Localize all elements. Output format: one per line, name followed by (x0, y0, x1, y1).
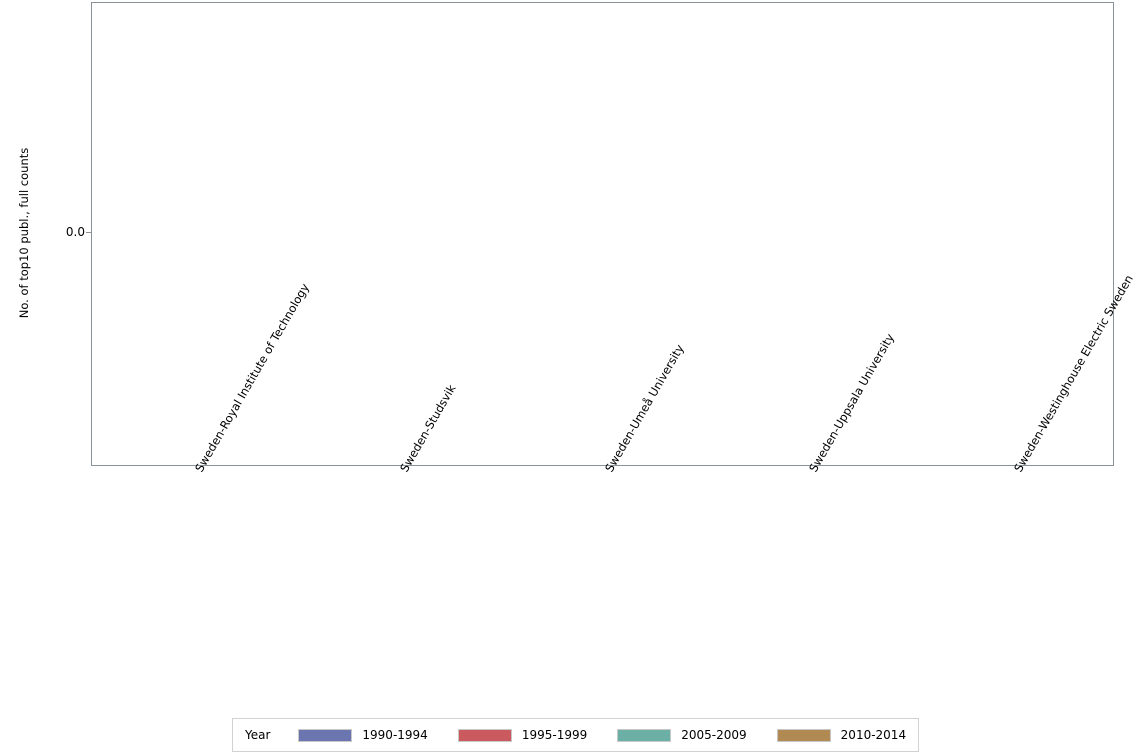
legend-entries: 1990-1994 1995-1999 2005-2009 2010-2014 (298, 728, 906, 742)
x-axis-tick-labels: Sweden-Royal Institute of Technology Swed… (91, 272, 1134, 708)
legend-entry-label: 1995-1999 (521, 728, 588, 742)
legend-color-swatch (617, 728, 672, 742)
bar-group (92, 3, 296, 465)
bar-group (296, 3, 500, 465)
legend-color-swatch (776, 728, 831, 742)
legend-color-swatch (457, 728, 512, 742)
legend-title: Year (245, 728, 271, 742)
bar-group (705, 3, 909, 465)
bar-group (500, 3, 704, 465)
bar-group (909, 3, 1113, 465)
legend-entry-label: 1990-1994 (362, 728, 428, 742)
legend-entry[interactable]: 2010-2014 (776, 728, 907, 742)
chart-legend: Year 1990-1994 1995-1999 2005-2009 2010-201… (232, 718, 920, 752)
legend-entry[interactable]: 1995-1999 (457, 728, 588, 742)
y-axis-title: No. of top10 publ., full counts (16, 147, 31, 319)
legend-entry-label: 2005-2009 (681, 728, 747, 742)
legend-entry[interactable]: 2005-2009 (617, 728, 747, 742)
y-axis-tick-mark-0 (86, 232, 91, 233)
y-axis-tick-label-0: 0.0 (65, 225, 85, 239)
legend-entry-label: 2010-2014 (840, 728, 907, 742)
legend-entry[interactable]: 1990-1994 (298, 728, 428, 742)
legend-color-swatch (298, 728, 353, 742)
plot-area (91, 2, 1114, 466)
